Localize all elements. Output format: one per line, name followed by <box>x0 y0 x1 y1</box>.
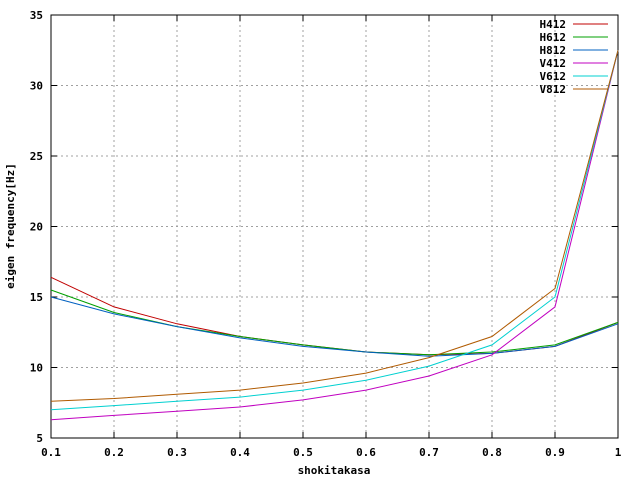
x-tick-label: 0.8 <box>482 446 502 459</box>
x-tick-label: 0.3 <box>167 446 187 459</box>
y-tick-label: 25 <box>30 150 43 163</box>
y-tick-label: 10 <box>30 362 43 375</box>
x-tick-label: 0.6 <box>356 446 376 459</box>
x-tick-label: 1 <box>615 446 622 459</box>
x-axis-label: shokitakasa <box>298 464 371 477</box>
x-tick-label: 0.2 <box>104 446 124 459</box>
legend-label-v612: V612 <box>540 70 567 83</box>
x-tick-labels: 0.1 0.2 0.3 0.4 0.5 0.6 0.7 0.8 0.9 1 <box>41 446 622 459</box>
series-line-h412 <box>50 276 619 356</box>
x-tick-label: 0.4 <box>230 446 250 459</box>
y-tick-label: 35 <box>30 9 43 22</box>
grid <box>51 15 618 438</box>
series-line-h812 <box>50 296 619 357</box>
axis-ticks <box>50 14 619 439</box>
series-line-v612 <box>50 50 619 411</box>
y-tick-label: 5 <box>36 432 43 445</box>
legend-label-h412: H412 <box>540 18 567 31</box>
x-tick-label: 0.9 <box>545 446 565 459</box>
series-line-v812 <box>50 50 619 402</box>
x-tick-label: 0.7 <box>419 446 439 459</box>
x-tick-label: 0.5 <box>293 446 313 459</box>
y-tick-labels: 5 10 15 20 25 30 35 <box>30 9 43 445</box>
y-tick-label: 15 <box>30 291 43 304</box>
x-tick-label: 0.1 <box>41 446 61 459</box>
series-line-v412 <box>50 50 619 421</box>
series-line-h612 <box>50 289 619 356</box>
legend-label-v412: V412 <box>540 57 567 70</box>
legend-label-h812: H812 <box>540 44 567 57</box>
y-tick-label: 30 <box>30 80 43 93</box>
legend-label-v812: V812 <box>540 83 567 96</box>
y-tick-label: 20 <box>30 221 43 234</box>
legend-label-h612: H612 <box>540 31 567 44</box>
series-lines <box>50 50 619 421</box>
y-axis-label: eigen frequency[Hz] <box>4 163 17 289</box>
